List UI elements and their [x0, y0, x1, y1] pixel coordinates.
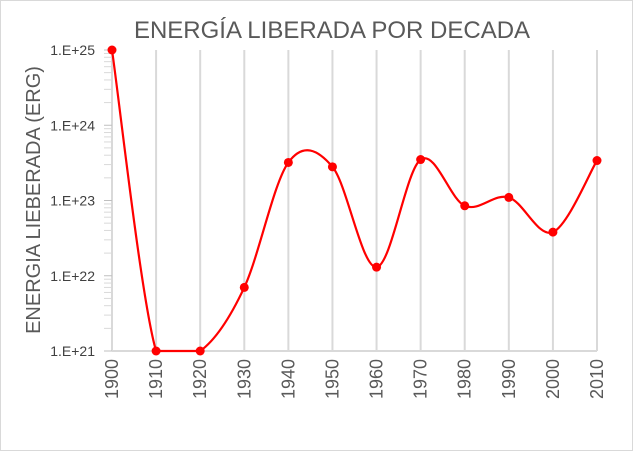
- x-tick-label: 1960: [367, 359, 387, 399]
- x-tick-label: 1930: [234, 359, 254, 399]
- data-point: [548, 227, 558, 237]
- x-tick-label: 1920: [190, 359, 210, 399]
- x-tick-labels: 1900 1910 1920 1930 1940 1950 1960 1970 1980 1990…: [102, 359, 607, 399]
- x-tick-label: 1970: [411, 359, 431, 399]
- x-tick-label: 1910: [146, 359, 166, 399]
- data-point: [460, 201, 470, 211]
- x-tick-label: 2010: [587, 359, 607, 399]
- data-point: [372, 262, 382, 272]
- data-point: [592, 156, 602, 166]
- x-tick-label: 1980: [455, 359, 475, 399]
- y-tick-label: 1.E+21: [50, 343, 95, 359]
- data-point: [416, 155, 426, 165]
- data-point: [151, 346, 161, 356]
- x-tick-label: 1990: [499, 359, 519, 399]
- y-tick-label: 1.E+24: [50, 117, 95, 133]
- y-tick-label: 1.E+23: [50, 193, 95, 209]
- x-tick-label: 1900: [102, 359, 122, 399]
- y-tick-labels: 1.E+25 1.E+24 1.E+23 1.E+22 1.E+21: [50, 42, 95, 359]
- x-tick-label: 1940: [278, 359, 298, 399]
- x-tick-label: 1950: [322, 359, 342, 399]
- y-axis-label: ENERGIA LIEBERADA (ERG): [23, 66, 45, 334]
- data-point: [504, 192, 514, 202]
- data-point: [283, 157, 293, 167]
- x-tick-label: 2000: [543, 359, 563, 399]
- data-point: [327, 162, 337, 172]
- data-point: [107, 45, 117, 55]
- gridlines: [104, 49, 598, 352]
- y-tick-label: 1.E+22: [50, 268, 95, 284]
- chart-title: ENERGÍA LIBERADA POR DECADA: [134, 17, 530, 44]
- series-line: [110, 49, 598, 353]
- y-tick-label: 1.E+25: [50, 42, 95, 58]
- series-group: [107, 45, 602, 356]
- data-point: [239, 282, 249, 292]
- data-point: [195, 346, 205, 356]
